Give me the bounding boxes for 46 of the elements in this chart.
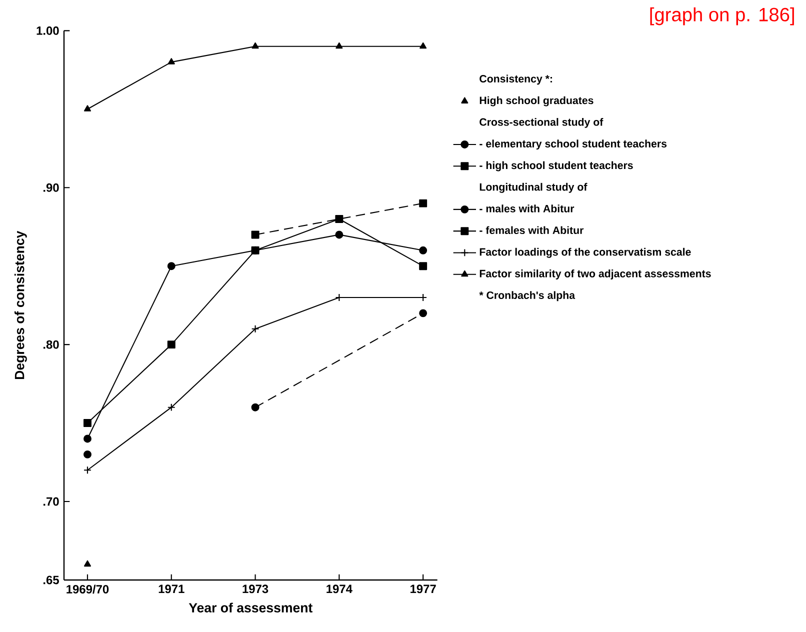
x-tick-label: 1969/70 [66, 584, 109, 594]
legend-title: Consistency *: [480, 74, 552, 85]
point [419, 246, 428, 254]
point [419, 309, 428, 318]
point [167, 403, 176, 412]
text: * Cronbach's alpha [479, 291, 576, 302]
text: Longitudinal study of [480, 182, 588, 193]
x-tick-label: 1977 [410, 584, 436, 594]
legend-label: - high school student teachers [480, 161, 633, 172]
legend-label: Factor loadings of the conservatism scale [480, 248, 691, 258]
x-tick-label: 1971 [158, 584, 184, 594]
legend-label: - females with Abitur [480, 226, 584, 234]
y-tick-label: .80 [44, 340, 59, 349]
x-tick-label: 1974 [326, 584, 352, 594]
point [419, 262, 428, 270]
point [419, 199, 428, 208]
point [84, 560, 92, 567]
point [335, 215, 344, 223]
text: [graph on p. 186] [650, 7, 794, 26]
x-tick-label: 1973 [242, 584, 268, 594]
point [84, 419, 92, 428]
y-tick-label: .90 [44, 183, 59, 192]
point [251, 230, 260, 239]
y-tick-label: .70 [44, 497, 59, 506]
point [84, 434, 92, 443]
point [251, 403, 260, 412]
point [335, 230, 344, 239]
y-tick-label: .65 [44, 576, 59, 584]
point [168, 58, 175, 64]
legend-label: - males with Abitur [480, 204, 574, 212]
text: Cross-sectional study of [480, 118, 604, 128]
y-tick-label: 1.00 [36, 26, 59, 35]
legend-label: Factor similarity of two adjacent assessments [480, 270, 711, 280]
legend-label: - elementary school student teachers [480, 140, 667, 150]
x-axis-title: Year of assessment [188, 602, 313, 612]
point [336, 42, 343, 49]
point [167, 262, 176, 270]
point [167, 340, 176, 349]
point [252, 42, 259, 49]
legend-label: High school graduates [480, 96, 594, 106]
point [84, 450, 92, 458]
point [84, 466, 92, 474]
point [251, 324, 260, 333]
point [84, 105, 92, 112]
point [420, 42, 427, 49]
y-axis-title: Degrees of consistency [14, 230, 27, 379]
